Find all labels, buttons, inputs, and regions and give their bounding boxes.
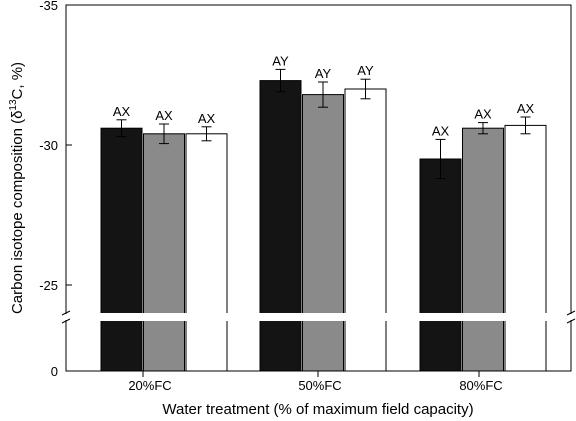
axis-break-mark-right-bottom — [566, 318, 576, 324]
bar — [185, 133, 228, 372]
y-axis-ticks — [66, 4, 72, 372]
x-axis-ticks — [142, 371, 480, 377]
bar — [419, 158, 462, 372]
significance-label: AY — [315, 66, 332, 81]
y-tick-label: -30 — [39, 138, 58, 153]
x-tick-label: 50%FC — [298, 378, 341, 393]
y-axis-title-prefix: Carbon isotope composition (δ — [9, 111, 26, 314]
significance-label: AX — [113, 104, 131, 119]
bar — [504, 124, 547, 372]
axis-break-mark-right-top — [566, 310, 576, 316]
bars-layer — [100, 80, 547, 372]
significance-label: AX — [155, 108, 173, 123]
x-tick-label: 20%FC — [128, 378, 171, 393]
axis-break-band — [66, 313, 571, 321]
y-tick-label: -35 — [39, 0, 58, 13]
bar — [462, 127, 504, 372]
bar — [302, 94, 344, 372]
x-axis-title: Water treatment (% of maximum field capa… — [162, 401, 473, 418]
significance-label: AX — [198, 111, 216, 126]
data-labels-layer: AX AX AX AY AY AY AX AX AX — [113, 53, 535, 138]
error-bars-layer — [116, 68, 531, 180]
bar — [259, 80, 302, 372]
bar — [143, 133, 185, 372]
plot-frame-upper — [65, 4, 572, 314]
y-tick-label: -25 — [39, 278, 58, 293]
x-tick-label: 80%FC — [459, 378, 502, 393]
significance-label: AY — [272, 53, 289, 68]
y-axis-title: Carbon isotope composition (δ13C, %) — [8, 62, 26, 314]
significance-label: AX — [474, 107, 492, 122]
y-tick-label: 0 — [51, 364, 58, 379]
bar — [344, 88, 387, 372]
significance-label: AX — [517, 101, 535, 116]
y-axis-title-superscript: 13 — [8, 99, 19, 111]
y-axis-title-suffix: C, %) — [9, 62, 26, 100]
significance-label: AY — [357, 63, 374, 78]
axis-break-mark-left-bottom — [61, 318, 71, 324]
axis-break-mark-left-top — [61, 310, 71, 316]
bar — [100, 127, 143, 372]
significance-label: AX — [432, 123, 450, 138]
